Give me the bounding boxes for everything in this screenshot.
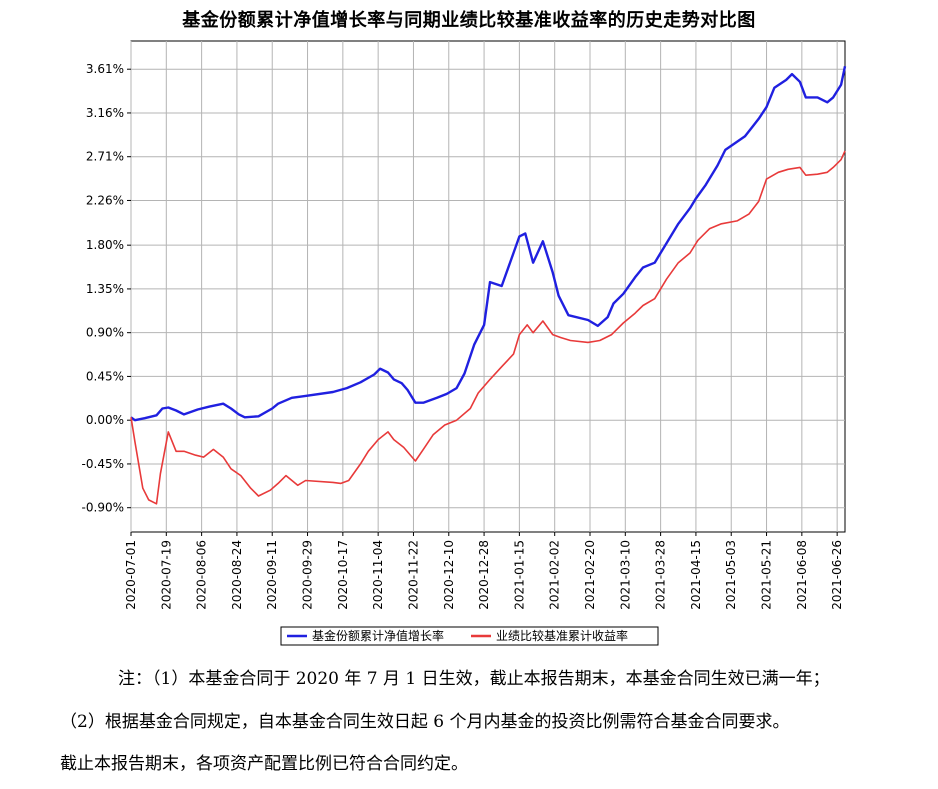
legend-box bbox=[280, 626, 659, 646]
x-tick-label: 2020-11-22 bbox=[406, 540, 420, 610]
y-tick-label: 2.26% bbox=[86, 193, 124, 207]
legend-label: 业绩比较基准累计收益率 bbox=[496, 628, 628, 643]
x-tick-label: 2021-05-03 bbox=[724, 540, 738, 610]
x-tick-label: 2020-08-06 bbox=[195, 540, 209, 610]
x-tick-label: 2020-08-24 bbox=[230, 540, 244, 610]
legend: 基金份额累计净值增长率 业绩比较基准累计收益率 bbox=[280, 626, 659, 646]
series-line-fund-nav bbox=[130, 66, 847, 422]
y-tick-label: -0.90% bbox=[82, 501, 124, 515]
y-tick-label: 1.35% bbox=[86, 282, 124, 296]
note-line-1: 注：（1）本基金合同于 2020 年 7 月 1 日生效，截止本报告期末，本基金… bbox=[118, 669, 830, 689]
x-tick-label: 2020-09-29 bbox=[301, 540, 315, 610]
series-lines bbox=[130, 66, 847, 505]
x-tick-label: 2020-07-01 bbox=[124, 540, 138, 610]
x-tick-label: 2021-03-28 bbox=[654, 540, 668, 610]
legend-label: 基金份额累计净值增长率 bbox=[312, 628, 444, 643]
x-tick-label: 2020-10-17 bbox=[336, 540, 350, 610]
y-tick-label: 3.16% bbox=[86, 106, 124, 120]
x-axis: 2020-07-01 2020-07-19 2020-08-06 2020-08-24… bbox=[124, 532, 844, 610]
x-tick-label: 2021-01-15 bbox=[512, 540, 526, 610]
note-line-2: （2）根据基金合同规定，自本基金合同生效日起 6 个月内基金的投资比例需符合基金… bbox=[60, 712, 790, 732]
note-line-3: 截止本报告期末，各项资产配置比例已符合合同约定。 bbox=[60, 754, 468, 774]
grid bbox=[130, 41, 845, 532]
series-line-benchmark bbox=[130, 150, 846, 505]
plot-area bbox=[130, 40, 846, 533]
x-tick-label: 2021-02-02 bbox=[548, 540, 562, 610]
x-tick-label: 2020-12-10 bbox=[442, 540, 456, 610]
x-tick-label: 2020-11-04 bbox=[371, 540, 385, 610]
y-tick-label: 0.00% bbox=[86, 413, 124, 427]
x-tick-label: 2020-07-19 bbox=[159, 540, 173, 610]
x-tick-label: 2021-06-08 bbox=[795, 540, 809, 610]
x-tick-label: 2021-05-21 bbox=[760, 540, 774, 610]
y-tick-label: 3.61% bbox=[86, 62, 124, 76]
x-tick-label: 2020-12-28 bbox=[477, 540, 491, 610]
y-tick-label: -0.45% bbox=[82, 457, 124, 471]
x-tick-label: 2021-02-20 bbox=[583, 540, 597, 610]
x-tick-label: 2021-04-15 bbox=[689, 540, 703, 610]
x-tick-label: 2020-09-11 bbox=[265, 540, 279, 610]
y-tick-label: 0.90% bbox=[86, 326, 124, 340]
y-tick-label: 2.71% bbox=[86, 150, 124, 164]
chart-title: 基金份额累计净值增长率与同期业绩比较基准收益率的历史走势对比图 bbox=[182, 10, 756, 31]
y-axis: 3.61% 3.16% 2.71% 2.26% 1.80% 1.35% 0.90% 0.45%… bbox=[82, 62, 131, 515]
y-tick-label: 0.45% bbox=[86, 369, 124, 383]
x-tick-label: 2021-03-10 bbox=[618, 540, 632, 610]
chart-figure: 3.61% 3.16% 2.71% 2.26% 1.80% 1.35% 0.90% 0.45%… bbox=[82, 40, 847, 646]
y-tick-label: 1.80% bbox=[86, 238, 124, 252]
x-tick-label: 2021-06-26 bbox=[830, 540, 844, 610]
